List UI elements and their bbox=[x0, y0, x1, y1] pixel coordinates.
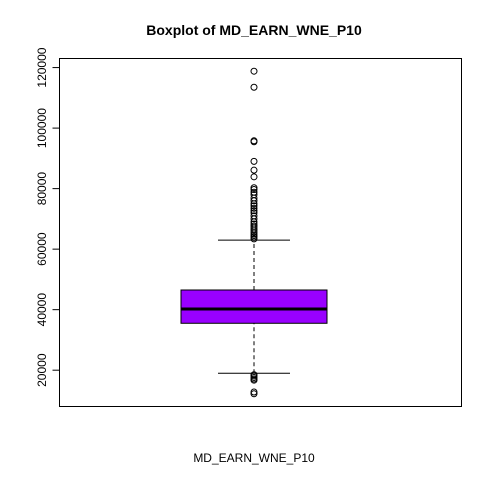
outlier-point bbox=[250, 83, 258, 91]
outlier-point bbox=[250, 186, 258, 194]
outlier-point bbox=[250, 204, 258, 212]
y-tick-label: 20000 bbox=[35, 353, 49, 387]
outlier-point bbox=[250, 67, 258, 75]
outlier-point bbox=[250, 220, 258, 228]
outlier-point bbox=[250, 390, 258, 398]
chart-title: Boxplot of MD_EARN_WNE_P10 bbox=[146, 22, 362, 38]
plot-frame bbox=[59, 58, 462, 407]
y-axis: 20000 40000 60000 80000 100000 120000 bbox=[35, 47, 60, 387]
outlier-point bbox=[250, 188, 258, 196]
x-axis-label: MD_EARN_WNE_P10 bbox=[193, 451, 315, 465]
y-tick-label: 80000 bbox=[35, 172, 49, 206]
outlier-point bbox=[250, 157, 258, 165]
outlier-point bbox=[250, 173, 258, 181]
outlier-point bbox=[250, 388, 258, 396]
outlier-point bbox=[250, 235, 258, 243]
outlier-point bbox=[250, 209, 258, 217]
outlier-point bbox=[250, 207, 258, 215]
iqr-box bbox=[180, 289, 328, 324]
box-group bbox=[180, 67, 328, 398]
outlier-point bbox=[250, 371, 258, 379]
outlier-point bbox=[250, 137, 258, 145]
y-tick-label: 100000 bbox=[35, 108, 49, 148]
outlier-point bbox=[250, 202, 258, 210]
outlier-point bbox=[250, 212, 258, 220]
outlier-point bbox=[250, 166, 258, 174]
y-tick-label: 40000 bbox=[35, 293, 49, 327]
y-tick-label: 120000 bbox=[35, 47, 49, 87]
y-tick-label: 60000 bbox=[35, 232, 49, 266]
outlier-point bbox=[250, 184, 258, 192]
outlier-point bbox=[250, 222, 258, 230]
outlier-point bbox=[250, 191, 258, 199]
